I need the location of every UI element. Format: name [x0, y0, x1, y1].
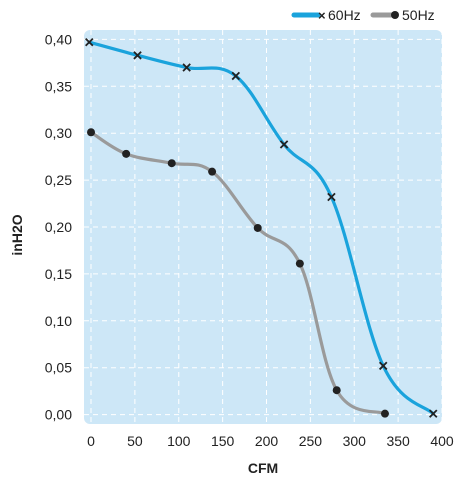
y-tick-label: 0,00: [45, 407, 72, 423]
legend: × 60Hz 50Hz: [291, 7, 435, 23]
y-tick-label: 0,35: [45, 78, 72, 94]
data-point-60hz: [182, 63, 191, 72]
x-tick-label: 50: [127, 433, 143, 449]
legend-label-50hz: 50Hz: [402, 7, 435, 23]
data-point-60hz: [327, 192, 336, 202]
x-tick-label: 0: [87, 433, 95, 449]
series-markers: [85, 37, 438, 418]
data-point-50hz: [253, 223, 262, 232]
y-tick-label: 0,30: [45, 125, 72, 141]
legend-label-60hz: 60Hz: [328, 7, 361, 23]
data-point-50hz: [122, 149, 131, 158]
data-point-60hz: [133, 51, 142, 60]
legend-marker-50hz: [391, 11, 399, 19]
x-tick-label: 150: [211, 433, 235, 449]
y-tick-label: 0,10: [45, 313, 72, 329]
y-tick-label: 0,20: [45, 219, 72, 235]
data-point-50hz: [332, 386, 341, 395]
y-axis-tick-labels: 0,40 0,35 0,30 0,25 0,20 0,15 0,10 0,05 0,00: [45, 31, 72, 422]
series-line-50hz: [89, 130, 387, 416]
y-tick-label: 0,25: [45, 172, 72, 188]
x-axis-tick-labels: 0 50 100 150 200 250 300 350 400: [87, 433, 454, 449]
y-tick-label: 0,40: [45, 31, 72, 47]
x-tick-label: 350: [386, 433, 410, 449]
data-point-50hz: [167, 159, 176, 168]
data-point-50hz: [208, 167, 217, 176]
data-point-60hz: [428, 409, 438, 418]
data-point-50hz: [380, 409, 389, 418]
data-point-60hz: [378, 361, 388, 371]
y-tick-label: 0,15: [45, 266, 72, 282]
data-point-50hz: [295, 259, 304, 268]
y-tick-label: 0,05: [45, 360, 72, 376]
plot-area-background: [84, 30, 442, 424]
x-tick-label: 300: [343, 433, 367, 449]
x-tick-label: 200: [255, 433, 279, 449]
data-point-60hz: [231, 71, 241, 81]
y-axis-title: inH2O: [9, 214, 25, 255]
legend-marker-60hz: ×: [318, 8, 326, 23]
x-axis-title: CFM: [248, 460, 278, 476]
data-point-60hz: [279, 140, 289, 149]
x-tick-label: 400: [430, 433, 454, 449]
data-point-60hz: [85, 37, 94, 47]
x-tick-label: 100: [167, 433, 191, 449]
x-tick-label: 250: [299, 433, 323, 449]
data-point-50hz: [87, 128, 96, 137]
